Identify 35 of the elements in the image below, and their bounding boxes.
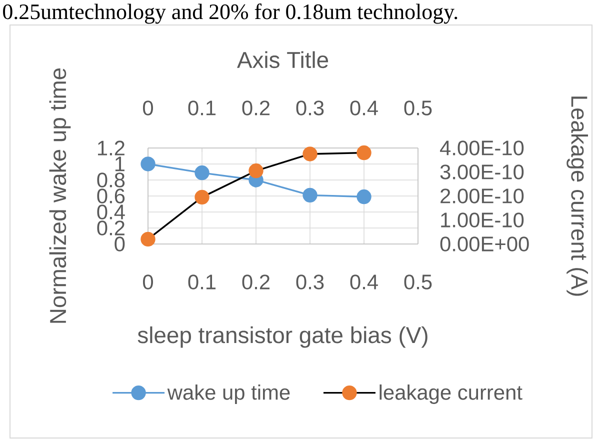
y-tick-label: 0.2 [97, 220, 124, 236]
x2-tick-label: 0.4 [350, 100, 378, 116]
x-axis-title: sleep transistor gate bias (V) [138, 326, 428, 348]
x2-tick-label: 0.2 [242, 100, 270, 116]
point [356, 189, 372, 204]
x2-axis-title: Axis Title [237, 51, 328, 68]
point [302, 188, 318, 203]
x-tick-label: 0.1 [188, 274, 216, 290]
y-tick-label: 0.4 [97, 204, 125, 220]
y-tick-label: 0 [114, 236, 125, 252]
y-tick-label: 0.8 [97, 172, 125, 188]
y2-tick-label: 1.00E-10 [441, 212, 524, 228]
point [140, 156, 156, 172]
y-tick-label: 1 [115, 156, 124, 172]
text: 0.25umtechnology and 20% for 0.18um technology. [3, 4, 458, 24]
y2-tick-label: 2.00E-10 [440, 188, 524, 204]
y2-tick-label: 0.00E+00 [440, 236, 529, 252]
y2-tick-label: 3.00E-10 [440, 164, 524, 180]
legend-label: leakage current [380, 384, 522, 404]
x2-tick-label: 0.3 [296, 100, 324, 116]
x2-tick-label: 0 [143, 100, 154, 116]
y-tick-label: 1.2 [98, 140, 124, 156]
y2-axis-title: Leakage current (A) [566, 96, 588, 296]
y-axis-title: Normalized wake up time [49, 68, 71, 323]
x-tick-label: 0.5 [404, 274, 432, 290]
x-tick-label: 0 [143, 274, 153, 290]
x-tick-label: 0.4 [350, 274, 378, 290]
y-tick-label: 0.6 [97, 188, 125, 204]
point [194, 165, 210, 180]
y2-tick-label: 4.00E-10 [440, 140, 524, 156]
x-tick-label: 0.3 [296, 274, 324, 290]
x2-tick-label: 0.1 [188, 100, 216, 116]
x2-tick-label: 0.5 [404, 100, 432, 116]
legend-label: wake up time [167, 384, 290, 404]
x-tick-label: 0.2 [242, 274, 270, 290]
